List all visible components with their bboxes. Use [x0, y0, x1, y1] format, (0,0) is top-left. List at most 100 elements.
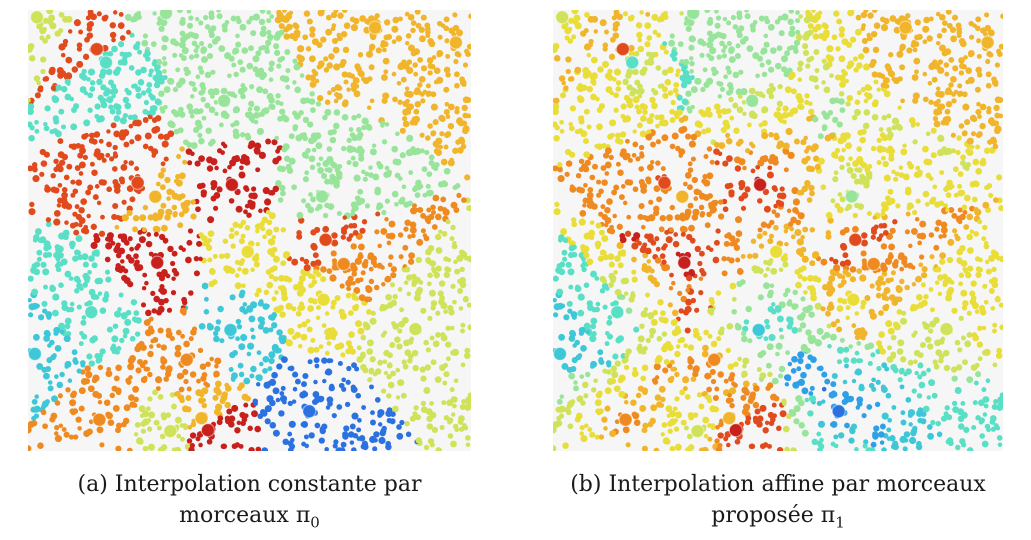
particle	[281, 146, 288, 153]
particle	[292, 126, 298, 132]
particle	[157, 172, 165, 179]
particle	[881, 114, 888, 121]
particle	[146, 310, 152, 316]
particle	[836, 206, 844, 214]
particle	[99, 442, 105, 448]
particle	[464, 174, 471, 181]
particle	[717, 432, 724, 439]
particle	[41, 403, 47, 409]
particle	[238, 343, 246, 351]
particle	[250, 334, 256, 340]
particle	[357, 52, 364, 58]
particle	[187, 22, 193, 29]
particle	[252, 398, 259, 404]
particle	[315, 206, 320, 212]
particle	[436, 20, 443, 27]
particle	[409, 221, 417, 229]
particle	[109, 31, 117, 39]
particle	[573, 385, 579, 392]
particle	[97, 399, 103, 405]
particle	[646, 117, 654, 125]
particle	[686, 284, 692, 290]
particle	[310, 260, 317, 267]
particle	[113, 130, 121, 138]
particle	[568, 284, 574, 290]
particle	[151, 117, 158, 123]
particle	[702, 67, 708, 73]
particle	[271, 296, 277, 302]
particle	[318, 156, 324, 162]
particle	[112, 144, 118, 151]
particle	[637, 343, 643, 349]
particle	[674, 214, 681, 221]
particle	[78, 161, 86, 169]
particle	[907, 262, 914, 269]
particle	[257, 323, 264, 330]
particle	[873, 79, 879, 85]
particle	[34, 119, 39, 125]
particle	[384, 122, 390, 127]
particle	[181, 47, 189, 55]
particle	[459, 266, 465, 273]
particle	[326, 62, 333, 69]
particle	[399, 127, 406, 134]
particle	[174, 344, 182, 352]
particle	[172, 86, 179, 93]
particle	[301, 420, 309, 428]
particle	[285, 23, 293, 31]
particle	[559, 92, 567, 99]
particle	[969, 229, 975, 234]
particle	[257, 316, 264, 323]
particle	[717, 442, 723, 449]
particle	[879, 262, 887, 270]
particle	[681, 67, 686, 72]
particle	[237, 266, 242, 272]
particle	[43, 329, 51, 337]
particle	[601, 213, 608, 221]
particle	[635, 22, 643, 29]
particle	[216, 13, 223, 20]
particle	[297, 343, 303, 349]
particle	[346, 286, 352, 292]
particle	[727, 182, 734, 189]
particle	[358, 294, 366, 301]
particle	[697, 336, 703, 342]
particle	[787, 18, 794, 26]
particle	[952, 406, 959, 413]
particle	[351, 362, 357, 369]
particle	[779, 186, 785, 192]
particle	[273, 43, 280, 50]
particle	[58, 423, 64, 428]
particle	[972, 158, 980, 166]
particle	[810, 294, 817, 302]
particle	[839, 164, 845, 170]
particle	[30, 266, 38, 274]
particle	[633, 419, 641, 427]
particle	[315, 305, 322, 311]
particle	[971, 424, 977, 431]
particle	[259, 221, 265, 227]
particle	[142, 33, 148, 39]
particle	[115, 262, 121, 269]
particle	[251, 186, 257, 192]
particle	[190, 94, 195, 99]
particle	[729, 397, 734, 403]
particle	[334, 294, 341, 302]
particle	[867, 360, 873, 367]
particle	[632, 141, 639, 148]
particle	[262, 234, 267, 240]
voronoi-particle-image-a	[28, 10, 471, 451]
particle	[313, 357, 320, 364]
particle	[935, 86, 941, 91]
particle	[75, 213, 83, 221]
particle	[308, 137, 315, 145]
particle	[568, 252, 575, 259]
particle	[147, 214, 154, 221]
particle	[435, 447, 442, 451]
particle	[934, 280, 940, 285]
particle	[573, 380, 578, 385]
particle	[727, 82, 734, 89]
particle	[280, 286, 287, 294]
particle	[584, 423, 589, 428]
particle	[957, 90, 964, 97]
